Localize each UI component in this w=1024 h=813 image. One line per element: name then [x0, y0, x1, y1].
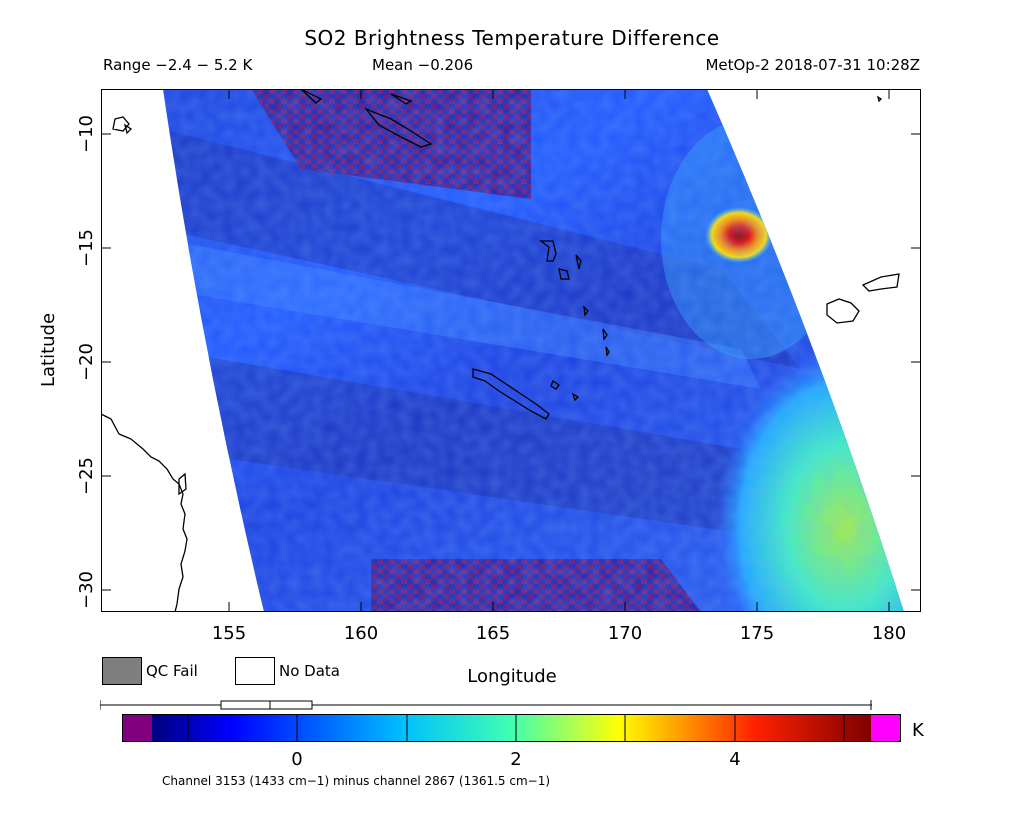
fiji-outline: [826, 298, 860, 324]
qc-fail-label: QC Fail: [146, 662, 198, 680]
x-tick-155: 155: [211, 623, 247, 644]
colorbar-gradient: [152, 714, 871, 742]
solomon-islands-outline: [363, 107, 433, 148]
x-tick-175: 175: [739, 623, 775, 644]
y-tick-minus-10: −10: [76, 115, 97, 153]
range-readout: Range −2.4 − 5.2 K: [103, 56, 253, 74]
colorbar-under: [122, 714, 152, 742]
colorbar-unit: K: [912, 720, 924, 741]
x-tick-180: 180: [871, 623, 907, 644]
x-axis-label: Longitude: [467, 666, 557, 687]
no-data-label: No Data: [279, 662, 340, 680]
qc-fail-swatch: [102, 657, 142, 685]
value-boxplot: [100, 700, 872, 710]
x-tick-165: 165: [475, 623, 511, 644]
no-data-swatch: [235, 657, 275, 685]
colorbar-tick-2: 2: [510, 749, 522, 770]
y-tick-minus-20: −20: [76, 343, 97, 381]
so2-map: [101, 89, 921, 612]
y-tick-minus-15: −15: [76, 229, 97, 267]
satellite-timestamp: MetOp-2 2018-07-31 10:28Z: [705, 56, 920, 74]
colorbar-tick-4: 4: [729, 749, 741, 770]
map-frame: [101, 89, 921, 612]
y-tick-minus-30: −30: [76, 571, 97, 609]
vanuatu-outline: [539, 240, 557, 262]
coastlines: [101, 89, 900, 612]
colorbar: [122, 714, 901, 742]
colorbar-tick-0: 0: [291, 749, 303, 770]
y-tick-minus-25: −25: [76, 457, 97, 495]
channel-note: Channel 3153 (1433 cm−1) minus channel 2…: [162, 774, 551, 788]
colorbar-over: [871, 714, 901, 742]
plot-title: SO2 Brightness Temperature Difference: [304, 26, 720, 50]
x-tick-170: 170: [607, 623, 643, 644]
x-tick-160: 160: [343, 623, 379, 644]
axis-ticks: [101, 89, 921, 612]
mean-readout: Mean −0.206: [372, 56, 474, 74]
y-axis-label: Latitude: [38, 312, 59, 388]
new-caledonia-outline: [472, 368, 550, 420]
